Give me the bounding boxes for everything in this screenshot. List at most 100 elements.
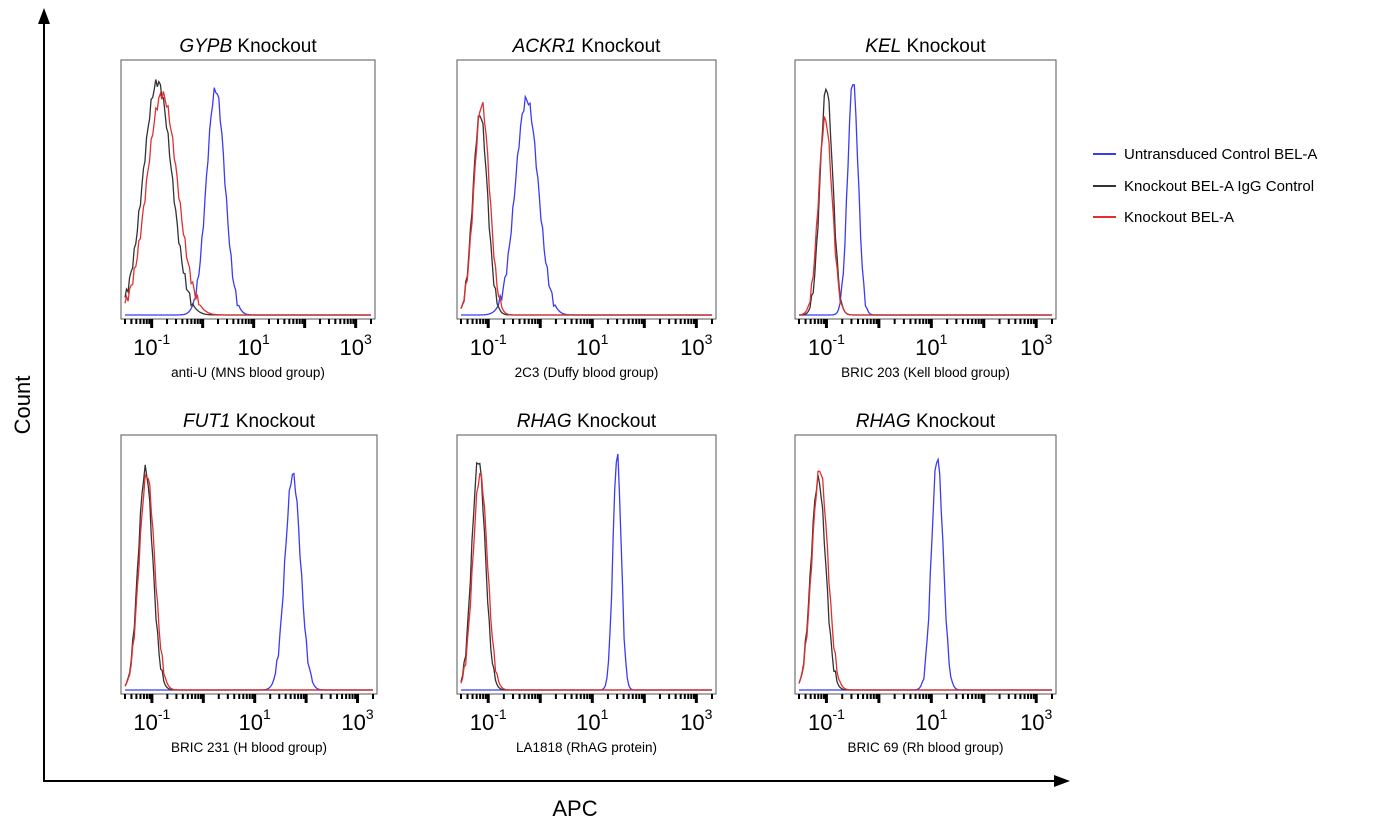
tick-label-base: 10 bbox=[915, 710, 939, 735]
panel-title-suffix: Knockout bbox=[901, 36, 986, 57]
tick-label-base: 10 bbox=[239, 710, 263, 735]
series-knockout-bel-a-igg-control bbox=[460, 461, 712, 691]
series-untransduced-control-bel-a bbox=[799, 457, 1052, 691]
x-axis-label: APC bbox=[552, 796, 597, 821]
tick-label-base: 10 bbox=[576, 335, 600, 360]
panel-title-suffix: Knockout bbox=[232, 36, 317, 57]
panel-title-gene: FUT1 bbox=[183, 411, 231, 432]
panel-title-gene: KEL bbox=[865, 36, 901, 57]
series-knockout-bel-a bbox=[460, 472, 712, 691]
panel-title: RHAG Knockout bbox=[517, 411, 657, 432]
tick-label: 10-1 bbox=[470, 706, 507, 735]
panel-title: ACKR1 Knockout bbox=[512, 36, 662, 57]
tick-label-exponent: 3 bbox=[705, 331, 713, 347]
tick-label-exponent: 3 bbox=[1045, 706, 1053, 722]
series-untransduced-control-bel-a bbox=[461, 94, 712, 316]
series-knockout-bel-a-igg-control bbox=[799, 87, 1052, 316]
tick-label: 101 bbox=[238, 331, 270, 360]
panel-xlabel: 2C3 (Duffy blood group) bbox=[515, 365, 659, 380]
series-untransduced-control-bel-a bbox=[125, 87, 371, 316]
tick-label-exponent: 3 bbox=[705, 706, 713, 722]
tick-label: 101 bbox=[576, 706, 608, 735]
series-knockout-bel-a bbox=[124, 472, 373, 691]
panel-frame bbox=[456, 434, 717, 695]
panel-title-suffix: Knockout bbox=[911, 411, 996, 432]
tick-label-exponent: -1 bbox=[494, 706, 507, 722]
tick-label-base: 10 bbox=[341, 710, 365, 735]
tick-label-base: 10 bbox=[133, 710, 157, 735]
tick-label-exponent: 1 bbox=[601, 331, 609, 347]
y-axis-label: Count bbox=[10, 376, 35, 435]
tick-label-base: 10 bbox=[470, 710, 494, 735]
tick-label-base: 10 bbox=[1020, 335, 1044, 360]
panel-title-suffix: Knockout bbox=[572, 411, 657, 432]
panel-title: KEL Knockout bbox=[865, 36, 986, 57]
tick-label: 10-1 bbox=[808, 706, 845, 735]
tick-label-exponent: -1 bbox=[494, 331, 507, 347]
legend-label-knockout: Knockout BEL-A bbox=[1124, 209, 1234, 226]
panel-5: RHAG Knockout 10-1 101 10 3 LA1818 (RhAG prot… bbox=[456, 411, 717, 755]
tick-label: 10-1 bbox=[133, 331, 170, 360]
tick-label-base: 10 bbox=[1020, 710, 1044, 735]
tick-label-base: 10 bbox=[915, 335, 939, 360]
panel-title: RHAG Knockout bbox=[856, 411, 996, 432]
tick-label: 101 bbox=[915, 706, 947, 735]
tick-label-base: 10 bbox=[470, 335, 494, 360]
tick-label-exponent: 1 bbox=[940, 331, 948, 347]
series-knockout-bel-a-igg-control bbox=[124, 79, 371, 316]
tick-label-exponent: 3 bbox=[364, 331, 372, 347]
panel-xlabel: BRIC 69 (Rh blood group) bbox=[847, 740, 1003, 755]
tick-label: 101 bbox=[576, 331, 608, 360]
tick-label: 103 bbox=[340, 331, 372, 360]
tick-label-exponent: -1 bbox=[158, 331, 171, 347]
tick-label-base: 10 bbox=[808, 710, 832, 735]
series-knockout-bel-a bbox=[798, 116, 1052, 316]
series-knockout-bel-a bbox=[460, 101, 712, 316]
legend-label-untransduced: Untransduced Control BEL-A bbox=[1124, 146, 1317, 163]
panel-xlabel: BRIC 231 (H blood group) bbox=[171, 740, 327, 755]
tick-label-exponent: -1 bbox=[832, 331, 845, 347]
panel-xlabel: BRIC 203 (Kell blood group) bbox=[841, 365, 1010, 380]
tick-label-exponent: 1 bbox=[601, 706, 609, 722]
tick-label-base: 10 bbox=[680, 335, 704, 360]
panel-title: GYPB Knockout bbox=[179, 36, 317, 57]
tick-label: 10-1 bbox=[470, 331, 507, 360]
x-axis-arrow bbox=[1054, 775, 1070, 787]
panel-title: FUT1 Knockout bbox=[183, 411, 316, 432]
series-knockout-bel-a bbox=[798, 470, 1052, 691]
tick-label-base: 10 bbox=[340, 335, 364, 360]
panel-xlabel: LA1818 (RhAG protein) bbox=[516, 740, 657, 755]
tick-label: 103 bbox=[1020, 331, 1052, 360]
tick-label: 103 bbox=[341, 706, 373, 735]
panel-xlabel: anti-U (MNS blood group) bbox=[171, 365, 325, 380]
tick-label-exponent: -1 bbox=[832, 706, 845, 722]
tick-label: 101 bbox=[239, 706, 271, 735]
legend-label-igg-control: Knockout BEL-A IgG Control bbox=[1124, 178, 1314, 195]
tick-label: 103 bbox=[680, 331, 712, 360]
tick-label: 10-1 bbox=[808, 331, 845, 360]
tick-label: 101 bbox=[915, 331, 947, 360]
tick-label-exponent: 1 bbox=[263, 706, 271, 722]
tick-label-exponent: 1 bbox=[262, 331, 270, 347]
panel-title-suffix: Knockout bbox=[576, 36, 661, 57]
panel-title-gene: GYPB bbox=[179, 36, 232, 57]
tick-label-exponent: 3 bbox=[366, 706, 374, 722]
panel-title-gene: ACKR1 bbox=[512, 36, 576, 57]
series-untransduced-control-bel-a bbox=[799, 84, 1052, 316]
tick-label-base: 10 bbox=[133, 335, 157, 360]
series-untransduced-control-bel-a bbox=[461, 453, 712, 691]
panel-frame bbox=[456, 59, 717, 320]
series-knockout-bel-a bbox=[124, 91, 371, 316]
panel-frame bbox=[794, 59, 1057, 320]
legend: Untransduced Control BEL-A Knockout BEL-… bbox=[1093, 146, 1317, 226]
panel-title-gene: RHAG bbox=[856, 411, 911, 432]
tick-label: 103 bbox=[1020, 706, 1052, 735]
panel-title-gene: RHAG bbox=[517, 411, 572, 432]
